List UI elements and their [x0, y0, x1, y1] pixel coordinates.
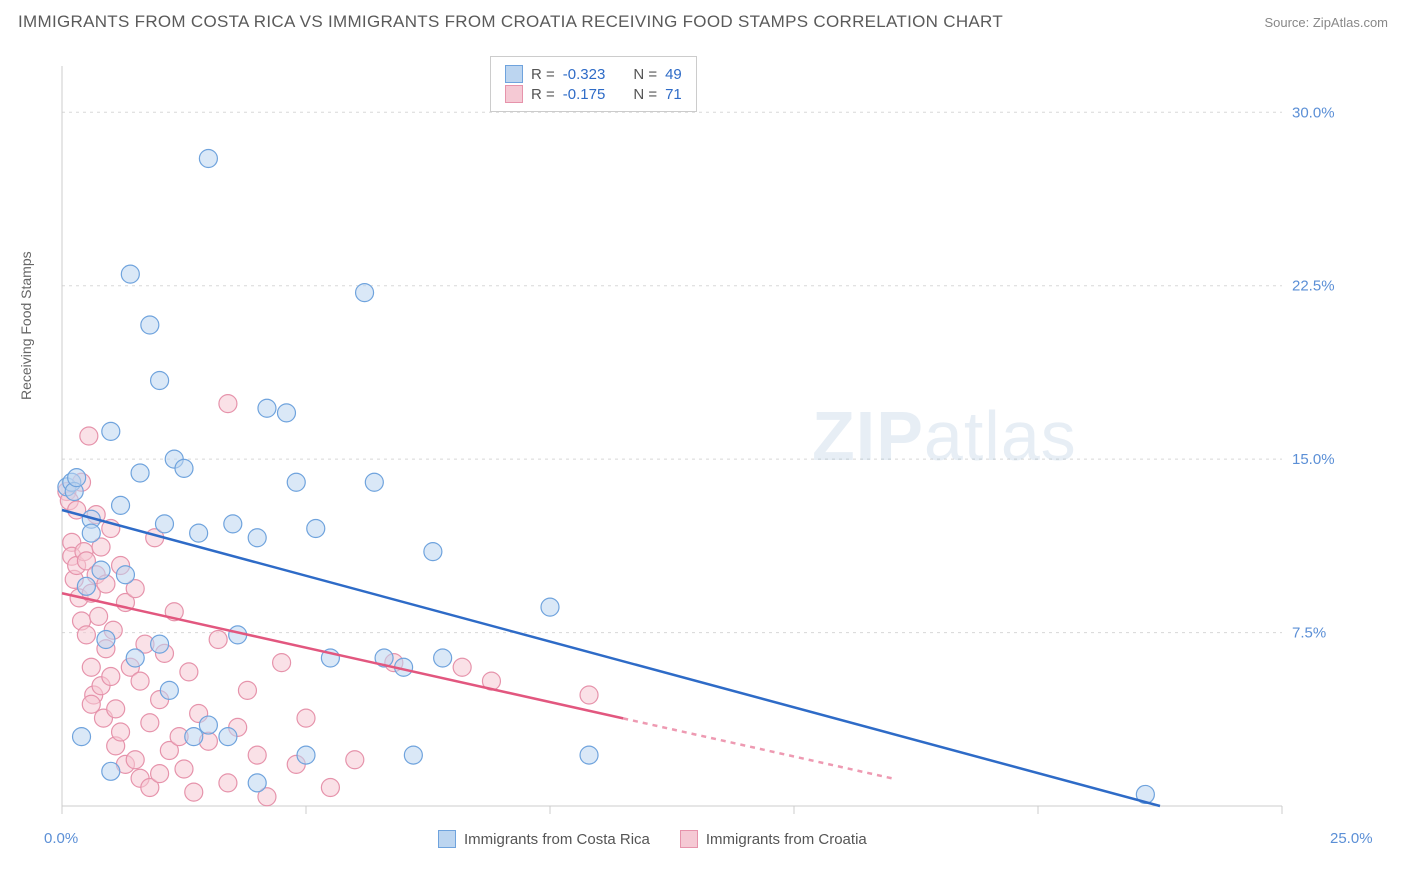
svg-text:30.0%: 30.0% — [1292, 104, 1335, 121]
n-value-croatia: 71 — [665, 86, 682, 103]
swatch-costa-rica — [505, 65, 523, 83]
legend-swatch-costa-rica — [438, 830, 456, 848]
y-axis-label: Receiving Food Stamps — [18, 251, 34, 400]
r-label: R = — [531, 66, 555, 83]
scatter-plot: 7.5% 15.0% 22.5% 30.0% — [52, 56, 1352, 816]
legend-swatch-croatia — [680, 830, 698, 848]
chart-area: 7.5% 15.0% 22.5% 30.0% R = -0.323 N = 49 R … — [52, 56, 1352, 816]
stats-legend-box: R = -0.323 N = 49 R = -0.175 N = 71 — [490, 56, 697, 112]
n-label: N = — [633, 66, 657, 83]
x-max-label: 25.0% — [1330, 830, 1373, 847]
svg-text:22.5%: 22.5% — [1292, 278, 1335, 295]
bottom-legend: Immigrants from Costa Rica Immigrants fr… — [438, 830, 867, 848]
legend-label-costa-rica: Immigrants from Costa Rica — [464, 831, 650, 848]
r-label: R = — [531, 86, 555, 103]
r-value-croatia: -0.175 — [563, 86, 606, 103]
r-value-costa-rica: -0.323 — [563, 66, 606, 83]
svg-text:15.0%: 15.0% — [1292, 451, 1335, 468]
legend-label-croatia: Immigrants from Croatia — [706, 831, 867, 848]
source-label: Source: ZipAtlas.com — [1264, 15, 1388, 30]
x-origin-label: 0.0% — [44, 830, 78, 847]
header: IMMIGRANTS FROM COSTA RICA VS IMMIGRANTS… — [0, 0, 1406, 40]
n-value-costa-rica: 49 — [665, 66, 682, 83]
legend-item-croatia: Immigrants from Croatia — [680, 830, 867, 848]
svg-text:7.5%: 7.5% — [1292, 625, 1326, 642]
stats-row-costa-rica: R = -0.323 N = 49 — [505, 65, 682, 83]
stats-row-croatia: R = -0.175 N = 71 — [505, 85, 682, 103]
legend-item-costa-rica: Immigrants from Costa Rica — [438, 830, 650, 848]
swatch-croatia — [505, 85, 523, 103]
n-label: N = — [633, 86, 657, 103]
page-title: IMMIGRANTS FROM COSTA RICA VS IMMIGRANTS… — [18, 12, 1003, 32]
